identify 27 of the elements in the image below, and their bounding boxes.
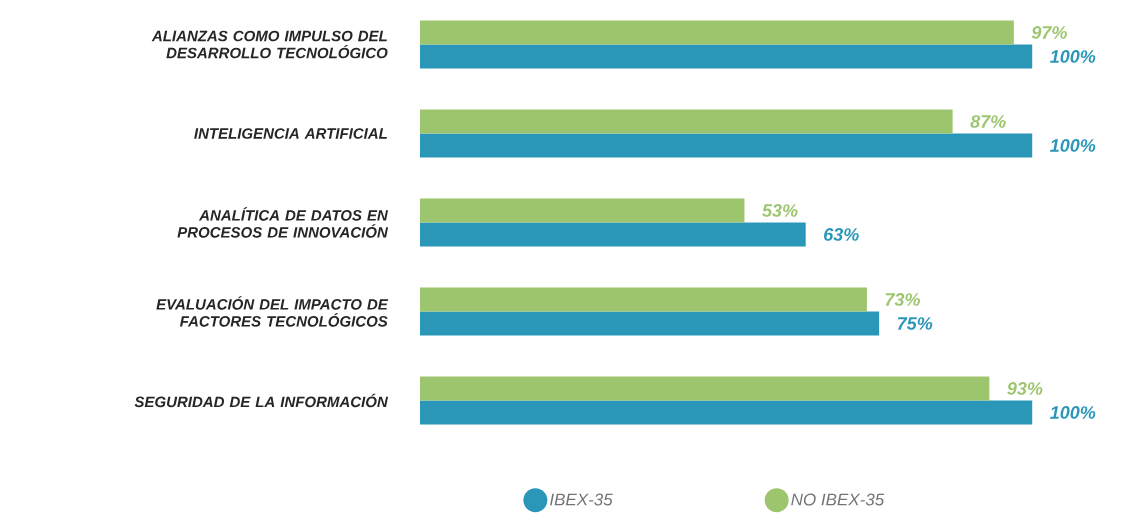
- data-label: 97%: [1031, 26, 1067, 39]
- bar: [420, 400, 1033, 425]
- y-tick-label: SEGURIDAD DE LA INFORMACIÓN: [134, 393, 389, 408]
- y-tick-label: ANALÍTICA DE DATOS EN PROCESOS DE INNOVACIÓN: [177, 207, 389, 238]
- data-label: 53%: [762, 204, 798, 217]
- legend-label: NO IBEX-35: [791, 493, 885, 506]
- data-label: 100%: [1050, 50, 1096, 63]
- bar: [420, 109, 953, 134]
- bar: [420, 133, 1033, 158]
- data-label: 100%: [1050, 406, 1096, 419]
- bar: [420, 44, 1033, 69]
- y-tick-label: ALIANZAS COMO IMPULSO DEL DESARROLLO TECNOLÓGICO: [151, 30, 388, 59]
- data-label: 87%: [970, 115, 1006, 128]
- data-label: 100%: [1050, 139, 1096, 152]
- y-tick-label: INTELIGENCIA ARTIFICIAL: [194, 128, 387, 139]
- data-label: 75%: [897, 317, 933, 330]
- bar: [420, 198, 745, 223]
- bar: [420, 287, 867, 312]
- legend-label: IBEX-35: [550, 493, 613, 506]
- y-tick-label: EVALUACIÓN DEL IMPACTO DE FACTORES TECNOLÓGICOS: [156, 296, 389, 327]
- bar: [420, 376, 990, 401]
- bar: [420, 311, 880, 336]
- bar: [420, 20, 1014, 45]
- data-label: 73%: [885, 293, 920, 306]
- data-label: 93%: [1007, 382, 1043, 395]
- data-label: 63%: [824, 228, 859, 241]
- bar: [420, 222, 806, 247]
